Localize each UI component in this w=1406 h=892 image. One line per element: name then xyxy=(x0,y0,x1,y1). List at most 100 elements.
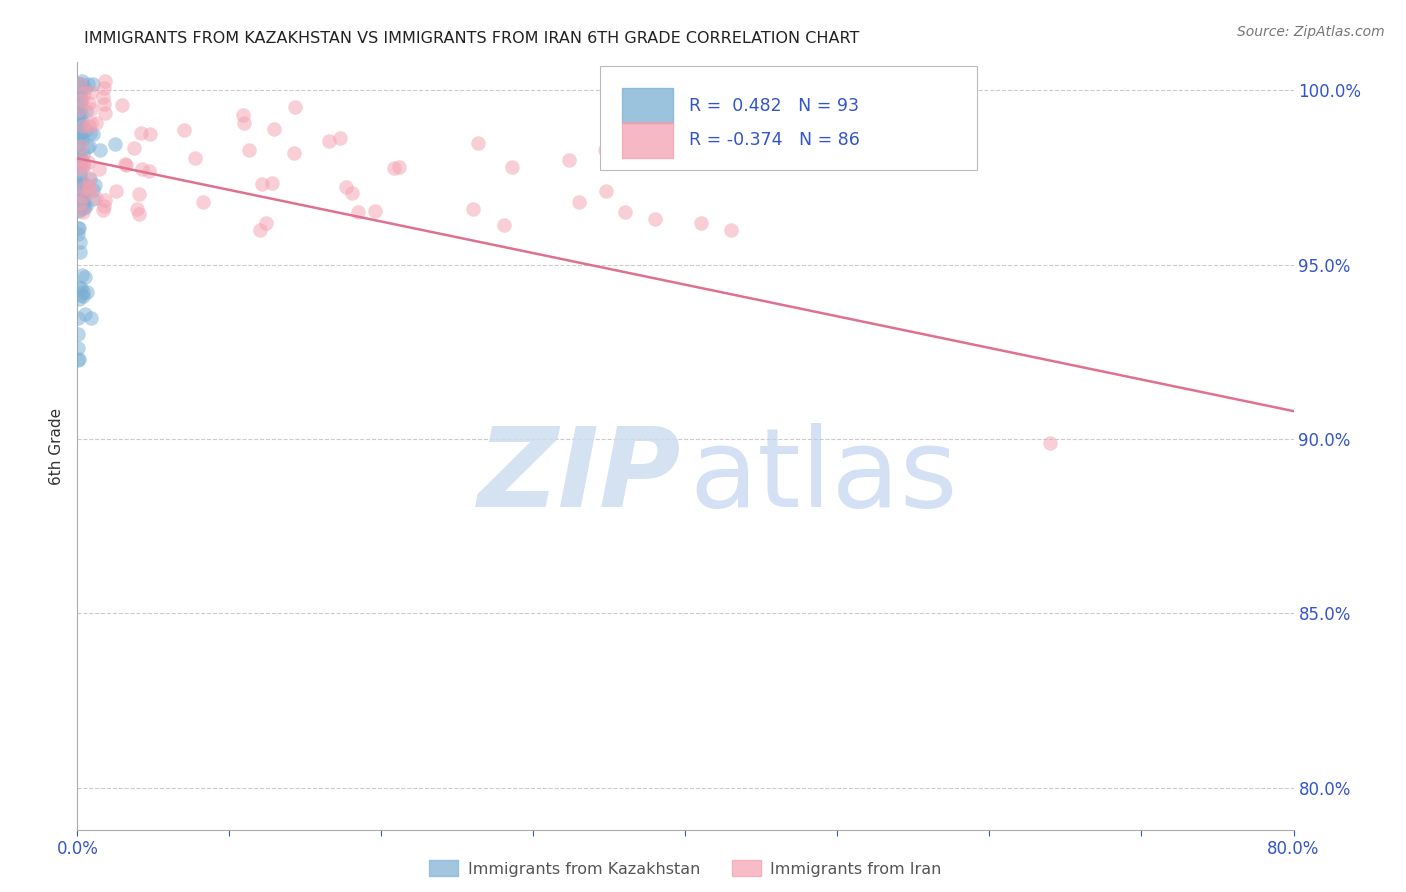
Point xyxy=(70,73,93,87)
Text: R = -0.374   N = 86: R = -0.374 N = 86 xyxy=(689,131,860,149)
FancyBboxPatch shape xyxy=(623,88,673,123)
Point xyxy=(69,172,91,186)
Point xyxy=(72,204,94,219)
Point xyxy=(89,162,111,177)
Point xyxy=(72,285,94,299)
Point xyxy=(69,245,91,260)
Point xyxy=(70,115,93,129)
Point xyxy=(138,164,160,178)
Point xyxy=(67,133,90,147)
Point xyxy=(347,205,370,219)
Point xyxy=(67,124,90,138)
Point xyxy=(82,127,104,141)
Point xyxy=(79,178,101,193)
Point xyxy=(66,310,89,325)
Text: R =  0.482   N = 93: R = 0.482 N = 93 xyxy=(689,96,859,114)
Point xyxy=(72,289,94,303)
Point xyxy=(72,188,94,202)
Point xyxy=(79,311,101,326)
FancyBboxPatch shape xyxy=(623,122,673,158)
Point xyxy=(93,97,115,112)
Point xyxy=(139,128,162,142)
Point xyxy=(67,220,90,235)
Point xyxy=(66,115,89,129)
Point xyxy=(382,161,405,175)
Point xyxy=(67,351,90,366)
Point xyxy=(66,77,89,91)
Point xyxy=(94,193,117,207)
Point xyxy=(77,77,100,91)
Point xyxy=(111,98,134,112)
Point xyxy=(328,130,350,145)
Point xyxy=(461,202,484,216)
Point xyxy=(69,178,91,193)
Point xyxy=(67,292,90,306)
Point xyxy=(66,227,89,241)
Point xyxy=(67,181,90,195)
Point xyxy=(69,93,91,107)
Point xyxy=(467,136,489,151)
Point xyxy=(67,137,90,152)
Point xyxy=(595,184,617,198)
Point xyxy=(70,82,93,96)
Point xyxy=(79,126,101,140)
Point xyxy=(173,123,195,137)
Point xyxy=(91,90,114,104)
Point xyxy=(69,147,91,161)
Point xyxy=(364,203,387,218)
Point xyxy=(104,185,127,199)
Point xyxy=(558,153,581,167)
Point xyxy=(66,204,89,219)
Point xyxy=(69,139,91,153)
Point xyxy=(689,216,711,230)
Point xyxy=(191,195,214,210)
Text: Source: ZipAtlas.com: Source: ZipAtlas.com xyxy=(1237,25,1385,39)
Point xyxy=(70,177,93,191)
Point xyxy=(80,116,103,130)
Point xyxy=(388,160,411,174)
Point xyxy=(73,87,96,101)
Point xyxy=(70,281,93,295)
Point xyxy=(127,202,149,216)
Point xyxy=(501,161,523,175)
Point xyxy=(75,307,97,321)
Point xyxy=(67,129,90,144)
Point xyxy=(67,103,90,118)
Point xyxy=(93,81,115,95)
Text: atlas: atlas xyxy=(689,423,957,530)
Point xyxy=(613,205,636,219)
Point xyxy=(69,175,91,189)
Point xyxy=(70,132,93,146)
Point xyxy=(254,216,277,230)
Point xyxy=(94,106,117,120)
Point xyxy=(70,152,93,166)
Point xyxy=(70,287,93,301)
Point xyxy=(75,104,97,119)
FancyBboxPatch shape xyxy=(600,66,977,169)
Point xyxy=(72,153,94,167)
Point xyxy=(82,192,104,206)
Point xyxy=(492,218,515,232)
Point xyxy=(238,144,260,158)
Point xyxy=(342,186,364,201)
Point xyxy=(318,134,340,148)
Point xyxy=(70,202,93,216)
Point xyxy=(67,280,90,294)
Point xyxy=(76,154,98,169)
Point xyxy=(260,176,283,190)
Point xyxy=(128,187,150,202)
Point xyxy=(82,183,104,197)
Point xyxy=(67,78,90,92)
Point xyxy=(66,106,89,120)
Point xyxy=(72,181,94,195)
Point xyxy=(77,119,100,133)
Point xyxy=(67,115,90,129)
Point xyxy=(72,119,94,133)
Point xyxy=(233,116,256,130)
Legend: Immigrants from Kazakhstan, Immigrants from Iran: Immigrants from Kazakhstan, Immigrants f… xyxy=(423,854,948,883)
Point xyxy=(69,189,91,203)
Point xyxy=(568,194,591,209)
Point xyxy=(73,193,96,207)
Point xyxy=(66,104,89,119)
Point xyxy=(67,128,90,142)
